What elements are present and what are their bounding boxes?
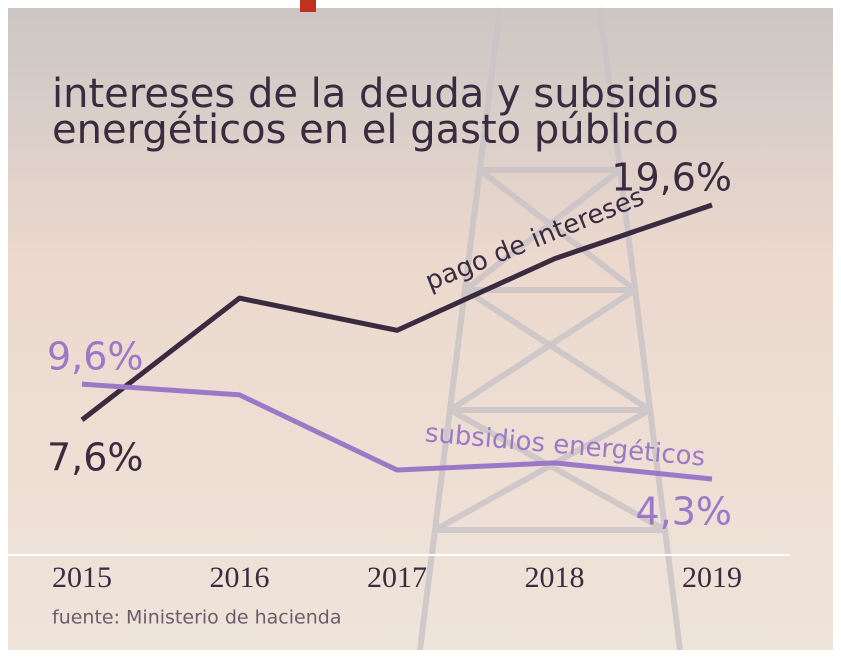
value-label: 7,6% [47,435,144,479]
x-tick-label: 2019 [682,561,742,594]
x-tick-label: 2017 [367,561,427,594]
value-label: 9,6% [47,335,144,379]
value-label: 19,6% [611,156,732,200]
top-mark [300,0,316,12]
value-label: 4,3% [635,490,732,534]
line [81,381,713,482]
x-tick-label: 2018 [525,561,585,594]
x-tick-label: 2015 [52,561,112,594]
source: fuente: Ministerio de hacienda [52,607,341,629]
line [80,202,713,422]
chart-title: energéticos en el gasto público [52,107,679,153]
tower [417,7,683,651]
background [8,8,833,650]
x-tick-label: 2016 [210,561,270,594]
chart-title: intereses de la deuda y subsidios [52,71,719,117]
